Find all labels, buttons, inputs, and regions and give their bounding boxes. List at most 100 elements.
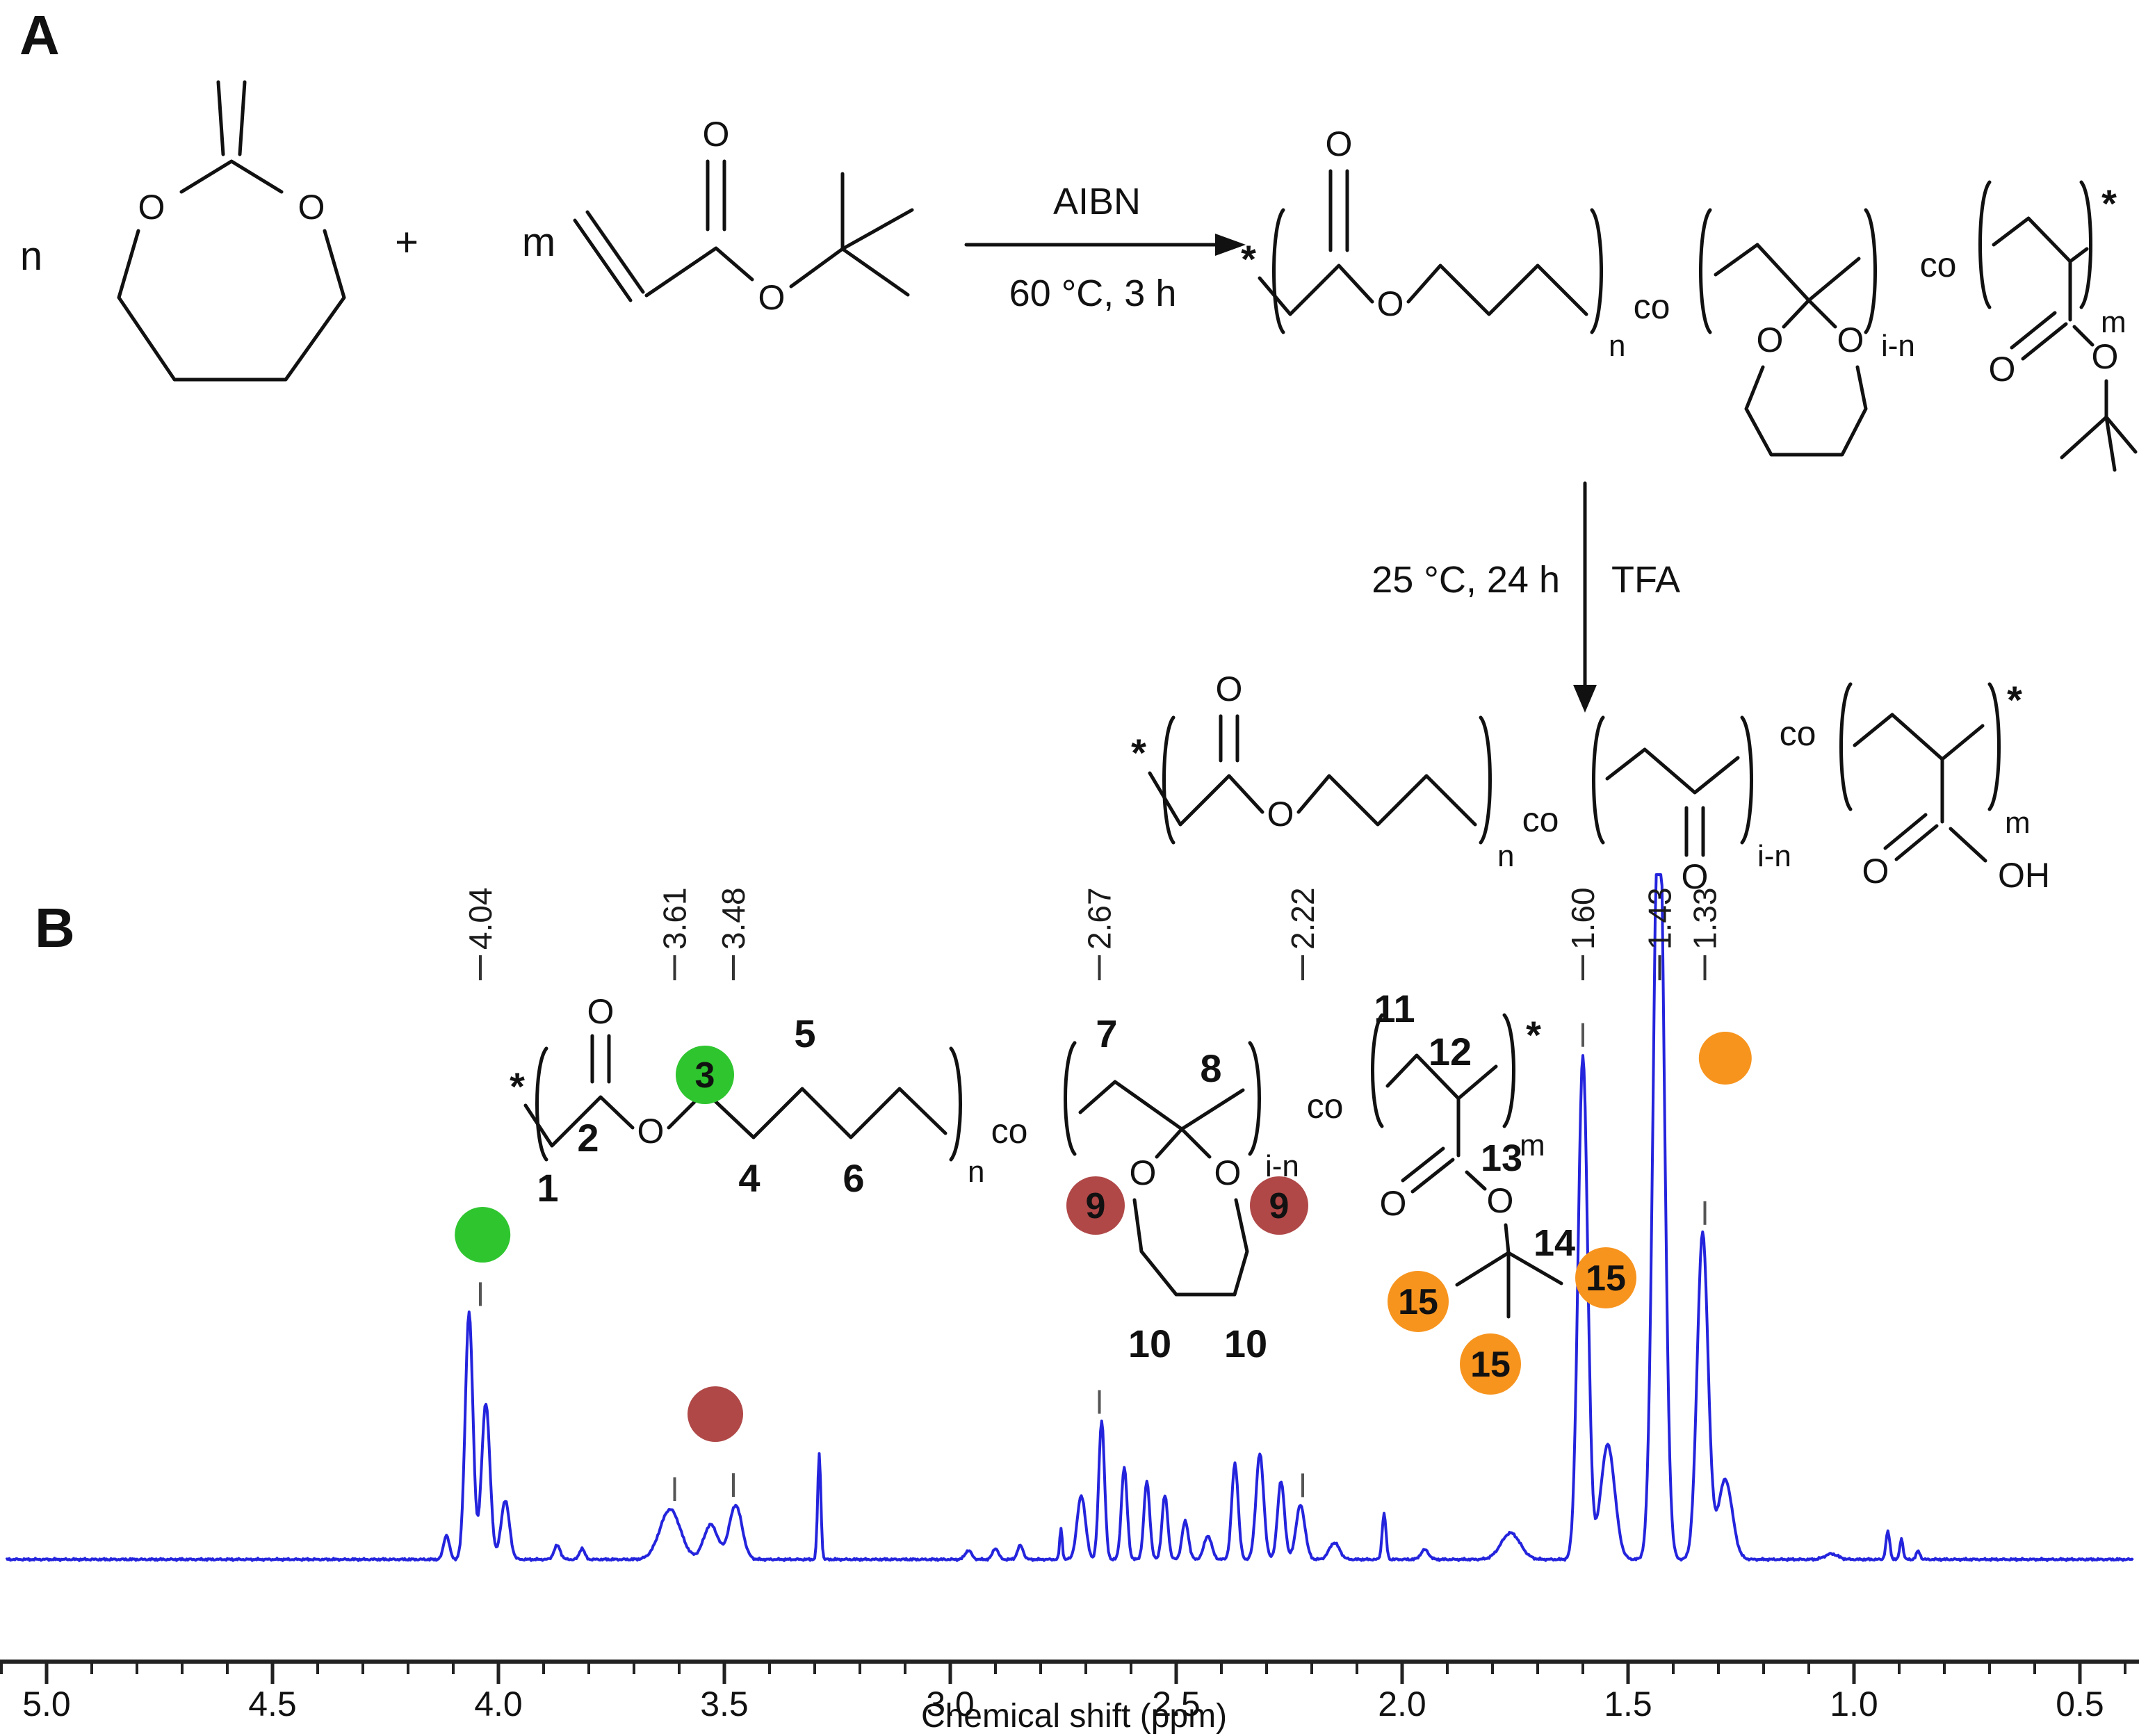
oxygen-label: O — [1380, 1184, 1407, 1223]
pcl-unit-bonds — [523, 1034, 947, 1148]
circled-15-marker — [1460, 1333, 1521, 1395]
conditions-label: 25 °C, 24 h — [1372, 559, 1560, 601]
atom-number-13: 13 — [1481, 1137, 1522, 1179]
axis-tick-label: 2.5 — [1152, 1685, 1201, 1723]
arrow-head — [1573, 685, 1597, 713]
atom-number-8: 8 — [1200, 1046, 1221, 1090]
copolymer-product-structure: * O O n co O O i-n co * m O O — [1241, 124, 2138, 472]
plus-sign: + — [395, 220, 418, 265]
conditions-label: 60 °C, 3 h — [1009, 273, 1177, 314]
axis-tick-label: 3.0 — [926, 1685, 975, 1723]
subscript-m: m — [2005, 806, 2031, 840]
subscript-i-n: i-n — [1757, 839, 1791, 873]
chain-end-star: * — [1131, 731, 1146, 774]
atom-number-14: 14 — [1534, 1222, 1575, 1264]
oxygen-label: O — [1862, 852, 1889, 891]
oxygen-label: O — [298, 188, 325, 227]
atom-number-2: 2 — [577, 1116, 599, 1160]
bracket — [1064, 1041, 1077, 1156]
circled-number-15: 15 — [1586, 1258, 1626, 1299]
oxygen-label: O — [1377, 284, 1404, 323]
bracket — [1592, 715, 1605, 845]
bracket — [1590, 208, 1603, 334]
subscript-m: m — [1520, 1128, 1545, 1162]
oxygen-label: O — [758, 278, 786, 317]
peak-label-3.61: 3.61 — [657, 887, 693, 950]
oxygen-label: O — [1757, 321, 1784, 359]
bracket — [1864, 208, 1877, 334]
oxygen-label: O — [1267, 795, 1294, 834]
atom-number-11: 11 — [1374, 987, 1415, 1030]
oxygen-label: O — [587, 992, 615, 1031]
oxygen-label: O — [1326, 124, 1353, 163]
oxygen-label: O — [637, 1112, 665, 1151]
circled-number-9: 9 — [1086, 1186, 1106, 1226]
axis-tick-label: 3.5 — [700, 1685, 749, 1723]
subscript-i-n: i-n — [1881, 329, 1915, 363]
subscript-n: n — [968, 1155, 984, 1189]
red-assignment-marker — [688, 1386, 743, 1442]
axis-tick-label: 4.0 — [474, 1685, 523, 1723]
oxygen-label: O — [703, 115, 730, 154]
axis-ticks: 5.0 4.5 4.0 3.5 3.0 2.5 2.0 1.5 1.0 0.5 — [0, 1662, 2126, 1723]
co-label: co — [1522, 800, 1559, 839]
axis-tick-label: 2.0 — [1378, 1685, 1426, 1723]
reagent-label: TFA — [1611, 559, 1680, 601]
circled-15-marker — [1575, 1247, 1636, 1308]
co-label: co — [1780, 714, 1816, 753]
co-label: co — [991, 1112, 1028, 1151]
panel-b-label: B — [35, 897, 75, 959]
oxygen-label: O — [1989, 350, 2016, 389]
hydrolyzed-product-structure: * O O n co O i-n co * m O OH — [1131, 670, 2050, 896]
peak-label-2.22: 2.22 — [1285, 887, 1321, 950]
atom-number-10: 10 — [1128, 1322, 1171, 1365]
chain-end-star: * — [1241, 237, 1256, 281]
bracket — [1699, 208, 1712, 334]
bracket — [1987, 682, 2001, 811]
chain-end-star: * — [2007, 678, 2022, 722]
mdo-monomer-structure: n O O — [20, 80, 346, 382]
arrow-head — [1215, 234, 1246, 256]
circled-9-marker — [1066, 1176, 1125, 1235]
atom-number-10: 10 — [1224, 1322, 1267, 1365]
ptba-unit-bonds — [1385, 1053, 1563, 1319]
circled-number-15: 15 — [1398, 1282, 1438, 1322]
tba-bonds — [573, 159, 914, 302]
panel-b: B 4.04 3.61 3.48 2.67 2.22 1.60 1.43 1.33 * O O… — [0, 873, 2139, 1735]
chain-end-star: * — [1526, 1013, 1541, 1057]
axis-tick-label: 4.5 — [248, 1685, 297, 1723]
hydroxyl-label: OH — [1998, 856, 2050, 895]
bracket — [1978, 180, 1992, 309]
reagent-label: AIBN — [1053, 181, 1141, 222]
circled-3-marker — [676, 1046, 734, 1104]
atom-number-7: 7 — [1096, 1012, 1117, 1055]
nmr-trace — [5, 873, 2134, 1562]
bracket — [1371, 1013, 1384, 1128]
circled-number-3: 3 — [695, 1055, 715, 1096]
ptba-unit-bonds — [1992, 216, 2138, 472]
axis-tick-label: 0.5 — [2056, 1685, 2104, 1723]
coefficient-m: m — [522, 220, 555, 265]
oxygen-label: O — [1216, 670, 1243, 708]
subscript-m: m — [2101, 305, 2126, 339]
acetal-unit-bonds — [1078, 1080, 1249, 1297]
circled-9-marker — [1250, 1176, 1308, 1235]
bracket — [1248, 1041, 1261, 1156]
reaction-arrow-2: 25 °C, 24 h TFA — [1372, 481, 1680, 713]
pcl-unit-bonds — [1148, 714, 1477, 827]
peak-label-2.67: 2.67 — [1082, 887, 1118, 950]
atom-number-6: 6 — [843, 1156, 864, 1200]
atom-number-5: 5 — [794, 1012, 815, 1055]
bracket — [1162, 715, 1176, 845]
acetal-unit-bonds — [1714, 243, 1868, 457]
oxygen-label: O — [138, 188, 165, 227]
nmr-spectrum: 4.04 3.61 3.48 2.67 2.22 1.60 1.43 1.33 — [5, 873, 2134, 1562]
bracket — [1502, 1013, 1515, 1128]
peak-label-1.43: 1.43 — [1642, 887, 1678, 950]
axis-tick-label: 5.0 — [22, 1685, 71, 1723]
atom-number-12: 12 — [1429, 1030, 1472, 1073]
bracket — [1272, 208, 1285, 334]
atom-number-1: 1 — [537, 1166, 558, 1210]
green-assignment-marker — [455, 1207, 511, 1263]
